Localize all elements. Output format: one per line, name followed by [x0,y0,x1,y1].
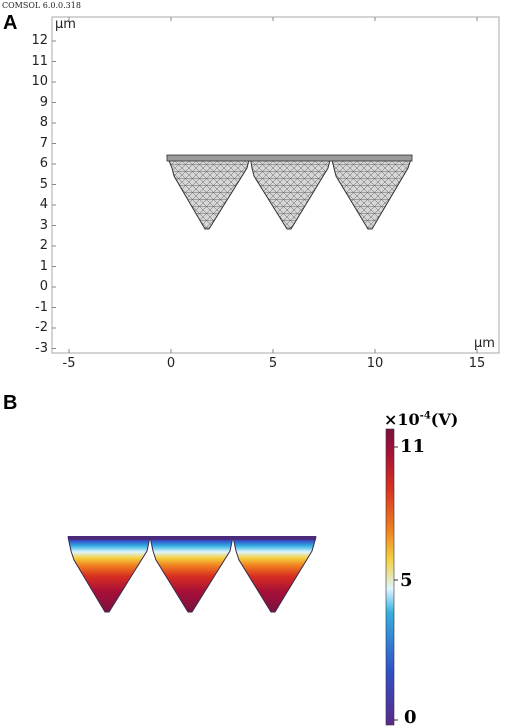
x-tick-label: 10 [366,356,384,371]
colorbar-unit: (V) [430,410,459,429]
y-tick-label: 5 [39,176,48,192]
y-tick-label: 1 [39,258,48,274]
potential-top-layer [68,536,316,540]
mesh-top-layer [166,154,413,162]
y-tick-label: 2 [39,238,48,253]
y-tick-label: 10 [31,74,48,89]
y-tick-label: 4 [39,197,48,212]
y-tick-label: 8 [39,115,48,130]
y-tick-label: -3 [35,340,48,356]
y-tick-label: -2 [35,320,48,335]
y-tick-label: 7 [39,135,48,151]
y-tick-marks [52,40,56,349]
x-tick-label: 5 [268,356,278,371]
y-axis-unit: μm [55,17,76,32]
x-tick-label: 0 [166,356,176,371]
mesh-plot [51,16,500,354]
y-tick-label: -1 [35,299,48,315]
panel-a-label: A [3,12,18,34]
potential-triangle-1 [67,536,151,613]
colorbar-title: ×10-4(V) [384,410,458,429]
x-axis-unit: μm [474,336,495,351]
x-tick-marks [68,17,478,353]
potential-triangle-3 [232,536,317,613]
y-tick-label: 0 [39,279,48,294]
colorbar-label-mid: 5 [400,570,413,591]
y-tick-label: 6 [39,156,48,171]
panel-b-label: B [3,392,18,414]
potential-triangle-2 [149,536,234,613]
x-tick-label: 15 [468,356,486,371]
y-tick-label: 12 [31,33,48,48]
y-tick-label: 3 [39,217,48,233]
colorbar-label-max: 11 [400,436,426,457]
mesh-geometry [166,154,413,230]
software-version: COMSOL 6.0.0.318 [2,1,81,10]
y-tick-label: 11 [31,53,48,69]
potential-plot [67,428,398,726]
x-tick-label: -5 [62,356,76,371]
colorbar-label-min: 0 [404,707,417,728]
colorbar-exponent: -4 [419,410,431,422]
colorbar-multiplier: ×10 [384,410,420,429]
colorbar [385,428,395,726]
y-tick-label: 9 [39,94,48,110]
potential-geometry [67,536,317,613]
